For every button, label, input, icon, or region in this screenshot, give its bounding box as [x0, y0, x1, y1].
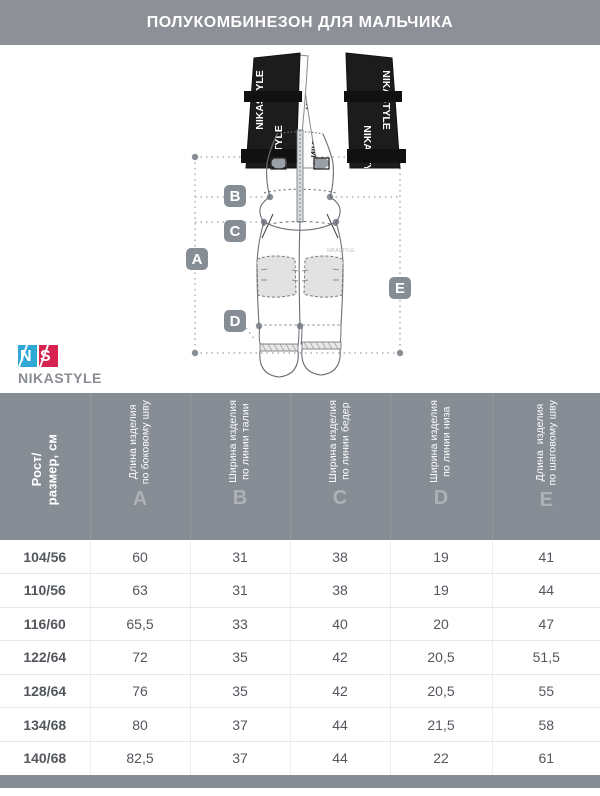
svg-text:N: N [20, 348, 32, 365]
svg-text:D: D [230, 313, 241, 330]
svg-text:B: B [230, 188, 241, 205]
svg-text:A: A [192, 251, 203, 268]
svg-text:S: S [40, 348, 51, 365]
svg-text:NIKASTYLE: NIKASTYLE [327, 248, 355, 254]
svg-text:E: E [395, 280, 405, 297]
svg-text:C: C [230, 223, 241, 240]
svg-text:NIKASTYLE: NIKASTYLE [18, 370, 102, 386]
